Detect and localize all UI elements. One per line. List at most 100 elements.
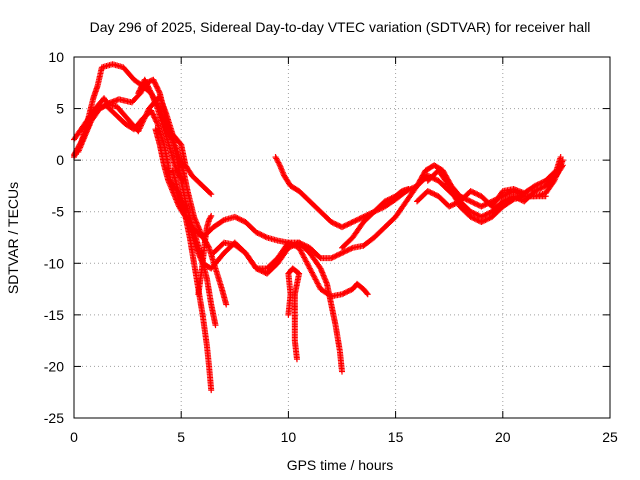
data-point: [485, 215, 492, 222]
data-point: [351, 218, 358, 225]
data-point: [142, 78, 149, 85]
data-point: [540, 179, 546, 186]
data-point: [153, 83, 160, 90]
data-point: [212, 322, 219, 329]
data-point: [533, 187, 540, 194]
data-point: [333, 252, 340, 259]
data-point: [135, 90, 142, 97]
data-point: [474, 211, 481, 218]
data-point: [254, 229, 261, 236]
x-tick-label: 15: [388, 429, 404, 445]
data-point: [446, 203, 453, 210]
data-point: [337, 250, 344, 257]
data-point: [329, 254, 336, 261]
data-point: [155, 87, 162, 94]
y-tick-label: 10: [48, 49, 64, 65]
data-point: [486, 215, 493, 222]
y-tick-label: -25: [44, 410, 64, 426]
data-point: [339, 249, 345, 256]
data-point: [371, 208, 378, 215]
data-point: [143, 79, 150, 86]
data-point: [96, 105, 103, 112]
data-point: [237, 216, 244, 223]
data-point: [483, 216, 490, 223]
data-point: [276, 160, 283, 167]
data-point: [355, 216, 362, 223]
data-point: [179, 176, 186, 183]
data-point: [468, 199, 475, 206]
data-point: [152, 115, 159, 122]
data-point: [535, 186, 542, 193]
data-point: [559, 163, 566, 170]
data-point: [538, 179, 545, 186]
data-point: [352, 217, 359, 224]
data-point: [347, 246, 354, 253]
data-point: [347, 220, 354, 227]
data-point: [470, 189, 477, 196]
data-point: [345, 220, 352, 227]
data-point: [467, 188, 474, 195]
data-point: [207, 190, 214, 197]
data-point: [475, 191, 482, 198]
data-point: [538, 184, 545, 191]
data-point: [151, 79, 158, 86]
data-point: [233, 214, 240, 221]
x-tick-label: 25: [602, 429, 618, 445]
data-point: [343, 248, 350, 255]
data-point: [234, 215, 241, 222]
y-tick-label: -10: [44, 255, 64, 271]
data-point: [334, 222, 341, 229]
data-point: [255, 230, 262, 237]
data-point: [152, 117, 159, 124]
data-point: [146, 86, 153, 93]
data-point: [328, 219, 335, 226]
data-point: [475, 202, 482, 209]
data-point: [341, 222, 348, 229]
data-point: [372, 208, 379, 215]
data-point: [478, 219, 485, 226]
data-point: [481, 202, 488, 209]
data-point: [456, 193, 463, 200]
y-axis-label: SDTVAR / TECUs: [5, 182, 21, 294]
data-point: [424, 188, 431, 195]
data-point: [467, 213, 474, 220]
data-point: [150, 111, 157, 118]
data-point: [377, 205, 384, 212]
data-point: [336, 251, 343, 258]
data-point: [467, 208, 474, 215]
data-point: [473, 190, 479, 197]
x-axis-label: GPS time / hours: [287, 457, 394, 473]
data-point: [231, 213, 238, 220]
data-point: [432, 191, 439, 198]
data-point: [360, 213, 367, 220]
data-point: [478, 203, 485, 210]
data-point: [154, 86, 161, 93]
y-tick-label: -15: [44, 307, 64, 323]
data-point: [145, 84, 152, 91]
data-point: [328, 255, 335, 262]
data-point: [332, 253, 339, 260]
data-point: [92, 107, 99, 114]
data-point: [329, 219, 336, 226]
y-tick-label: 0: [56, 152, 64, 168]
data-point: [407, 186, 414, 193]
data-point: [430, 190, 437, 197]
data-point: [540, 184, 546, 191]
data-point: [486, 210, 493, 217]
data-point: [479, 218, 486, 225]
data-point: [468, 188, 475, 195]
data-point: [95, 106, 102, 113]
data-point: [137, 86, 144, 93]
plot-frame: [73, 56, 611, 419]
data-point: [208, 191, 215, 198]
data-point: [479, 213, 486, 220]
data-point: [482, 217, 489, 224]
data-point: [150, 78, 157, 85]
series-sat-n: [424, 167, 549, 226]
data-point: [426, 188, 433, 195]
data-point: [537, 185, 544, 192]
data-point: [450, 201, 457, 208]
data-point: [448, 202, 455, 209]
data-point: [481, 217, 488, 224]
data-point: [375, 206, 382, 213]
